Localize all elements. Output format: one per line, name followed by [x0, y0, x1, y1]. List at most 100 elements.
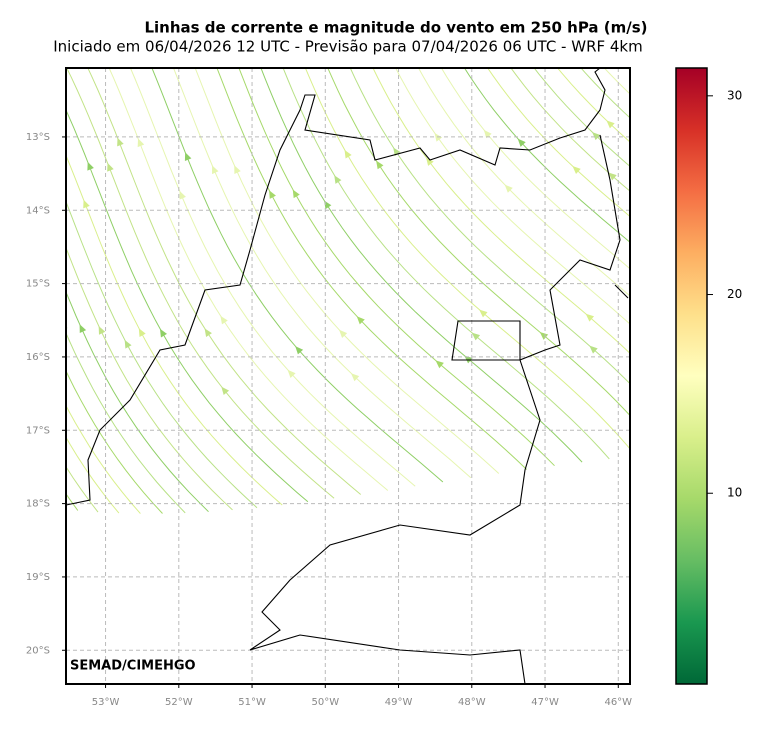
streamline	[238, 68, 555, 467]
streamline	[66, 436, 120, 514]
colorbar-tick-label: 30	[727, 88, 742, 102]
x-tick-label: 52°W	[165, 697, 193, 708]
arrow	[124, 339, 132, 349]
streamline	[129, 68, 416, 487]
boundaries	[66, 68, 629, 684]
streamline	[0, 40, 2, 500]
x-tick-label: 50°W	[311, 697, 339, 708]
streamline	[108, 68, 389, 491]
arrow	[98, 326, 106, 335]
arrow	[204, 328, 212, 338]
state-border	[66, 68, 606, 506]
streamlines	[0, 40, 757, 514]
arrow	[434, 133, 443, 142]
streamline	[66, 246, 233, 511]
arrow	[212, 165, 219, 175]
y-tick-label: 14°S	[26, 205, 50, 216]
subtitle: Iniciado em 06/04/2026 12 UTC - Previsão…	[53, 38, 642, 56]
arrow	[334, 175, 342, 184]
streamline	[66, 200, 258, 509]
x-tick-label: 46°W	[604, 697, 632, 708]
streamline	[556, 68, 630, 143]
arrow	[184, 152, 192, 161]
credit: SEMAD/CIMEHGO	[70, 659, 196, 674]
arrow	[589, 345, 598, 354]
title: Linhas de corrente e magnitude do vento …	[144, 19, 647, 37]
y-tick-label: 18°S	[26, 499, 50, 510]
streamline	[372, 68, 630, 355]
arrow	[585, 313, 595, 322]
arrow	[221, 386, 230, 396]
arrow	[117, 137, 124, 147]
arrow	[592, 132, 601, 141]
streamline	[327, 68, 630, 417]
arrow	[8, 154, 18, 164]
arrow	[356, 316, 365, 325]
arrow	[608, 172, 617, 181]
arrow	[137, 138, 145, 148]
colorbar-tick-label: 20	[727, 287, 742, 301]
arrow	[710, 120, 721, 131]
arrow	[344, 149, 352, 159]
arrow	[324, 200, 332, 210]
arrow	[376, 160, 384, 170]
x-tick-label: 53°W	[92, 697, 120, 708]
colorbar	[675, 67, 708, 685]
streamline	[349, 68, 630, 385]
streamline	[172, 68, 472, 479]
streamline	[66, 108, 309, 503]
arrow	[471, 332, 481, 341]
streamline	[440, 68, 630, 270]
arrow	[38, 389, 48, 399]
streamline	[304, 68, 630, 450]
streamline	[66, 154, 283, 506]
x-tick-label: 48°W	[458, 697, 486, 708]
streamline	[216, 68, 528, 470]
map-frame	[65, 67, 631, 685]
arrow	[107, 162, 114, 172]
streamline	[282, 68, 610, 460]
streamline	[417, 68, 630, 297]
arrow	[295, 346, 304, 355]
streamline	[580, 68, 630, 119]
arrow	[652, 114, 663, 125]
arrow	[638, 303, 649, 314]
streamline	[260, 68, 583, 463]
streamline	[66, 465, 99, 513]
streamline	[533, 68, 630, 168]
arrow	[159, 328, 167, 338]
x-tick-label: 47°W	[531, 697, 559, 708]
streamline	[487, 68, 630, 218]
streamline	[66, 404, 141, 514]
arrow	[292, 189, 300, 199]
arrow	[393, 147, 401, 157]
arrow	[426, 157, 434, 166]
arrow	[287, 369, 296, 378]
streamline	[194, 68, 500, 474]
y-tick-label: 15°S	[26, 279, 50, 290]
arrow	[746, 108, 757, 119]
arrow	[572, 166, 581, 175]
arrow	[723, 110, 734, 121]
arrow	[479, 309, 488, 318]
streamline	[0, 40, 58, 509]
district-border	[451, 320, 521, 361]
streamline	[66, 68, 335, 499]
arrow	[234, 165, 241, 175]
arrow	[83, 199, 90, 209]
arrow	[79, 324, 87, 334]
state-border	[249, 134, 621, 684]
state-border	[614, 284, 629, 299]
colorbar-tick-label: 10	[727, 486, 742, 500]
x-tick-label: 51°W	[238, 697, 266, 708]
streamline	[510, 68, 630, 192]
streamline	[395, 68, 630, 325]
y-tick-label: 17°S	[26, 425, 50, 436]
streamline	[66, 331, 186, 514]
streamline	[603, 68, 630, 95]
arrow	[712, 262, 723, 273]
arrow	[539, 332, 549, 340]
y-tick-label: 16°S	[26, 352, 50, 363]
x-tick-label: 49°W	[385, 697, 413, 708]
